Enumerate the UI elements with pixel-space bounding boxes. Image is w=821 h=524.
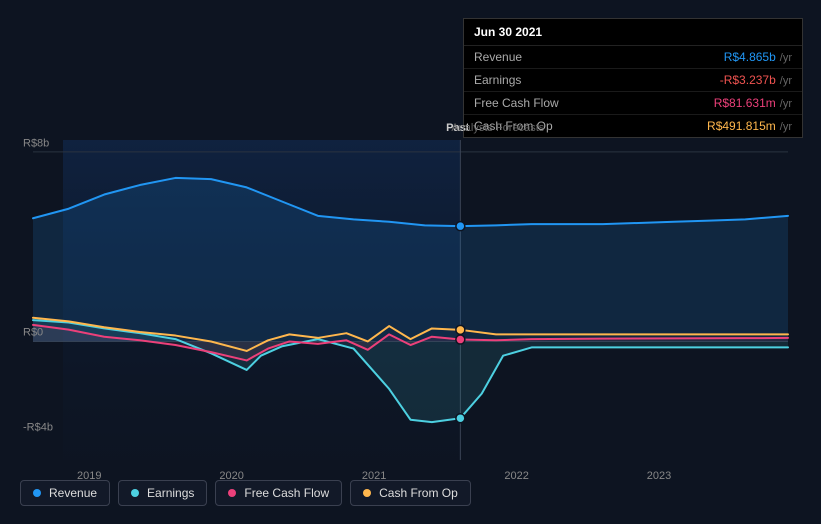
legend-item-fcf[interactable]: Free Cash Flow [215,480,342,506]
legend-item-cfo[interactable]: Cash From Op [350,480,471,506]
x-axis-label: 2022 [504,470,528,482]
tooltip-metric-unit: /yr [780,75,792,87]
tooltip-metric-label: Earnings [474,73,720,87]
chart-tooltip: Jun 30 2021 RevenueR$4.865b/yrEarnings-R… [463,18,803,138]
tooltip-metric-unit: /yr [780,98,792,110]
legend-dot-icon [33,489,41,497]
tooltip-metric-label: Free Cash Flow [474,96,714,110]
legend-label: Earnings [147,486,194,500]
tooltip-row: RevenueR$4.865b/yr [464,46,802,69]
legend-item-revenue[interactable]: Revenue [20,480,110,506]
tooltip-metric-unit: /yr [780,121,792,133]
y-axis-label: R$8b [23,137,49,149]
tooltip-metric-value: R$491.815m [707,119,776,133]
plot-area[interactable]: R$8bR$0-R$4b 20192020202120222023 PastAn… [18,140,803,460]
tooltip-row: Earnings-R$3.237b/yr [464,69,802,92]
y-axis-label: -R$4b [23,422,53,434]
legend-dot-icon [228,489,236,497]
legend-label: Cash From Op [379,486,458,500]
forecast-label: Analysts Forecasts [451,122,544,134]
legend-dot-icon [131,489,139,497]
tooltip-metric-value: R$4.865b [724,50,776,64]
tooltip-date: Jun 30 2021 [464,19,802,46]
legend-item-earnings[interactable]: Earnings [118,480,207,506]
tooltip-metric-value: -R$3.237b [720,73,776,87]
tooltip-metric-label: Revenue [474,50,724,64]
tooltip-metric-value: R$81.631m [714,96,776,110]
financials-chart: Jun 30 2021 RevenueR$4.865b/yrEarnings-R… [18,18,803,506]
legend-label: Free Cash Flow [244,486,329,500]
legend-dot-icon [363,489,371,497]
legend-label: Revenue [49,486,97,500]
tooltip-metric-unit: /yr [780,52,792,64]
chart-legend: Revenue Earnings Free Cash Flow Cash From O… [20,480,471,506]
y-axis-label: R$0 [23,327,43,339]
tooltip-row: Free Cash FlowR$81.631m/yr [464,92,802,115]
x-axis-label: 2023 [647,470,671,482]
